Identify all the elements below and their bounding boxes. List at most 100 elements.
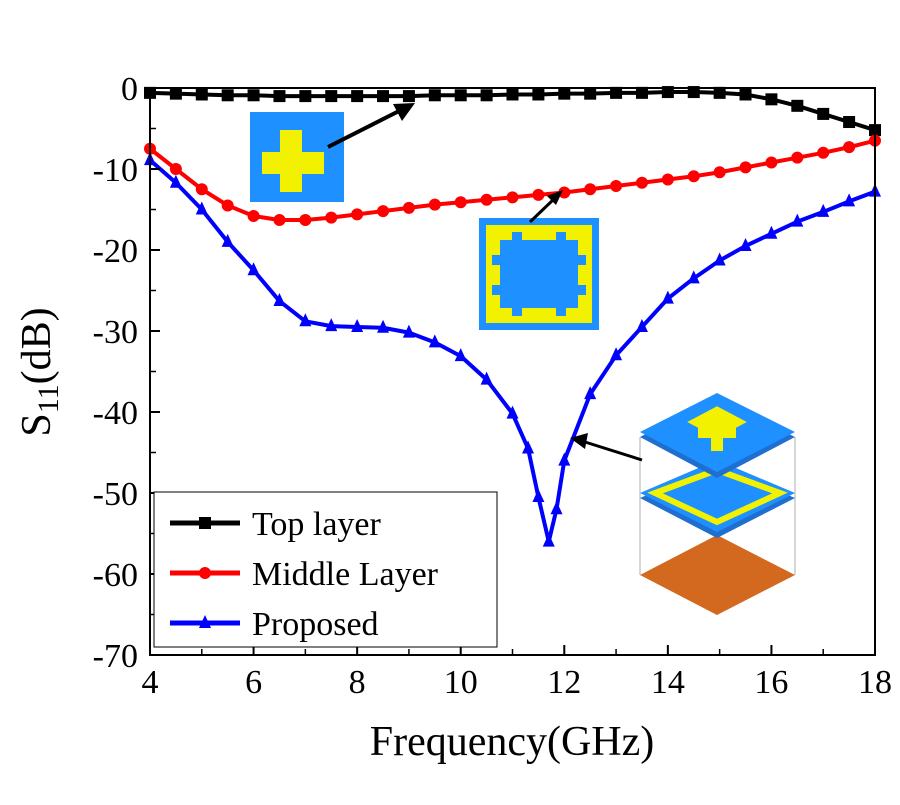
data-point — [843, 141, 856, 154]
data-point — [635, 86, 648, 99]
data-point — [765, 93, 778, 106]
data-point — [299, 313, 312, 327]
data-point — [610, 347, 623, 361]
data-point — [661, 290, 674, 304]
data-point — [635, 176, 648, 189]
x-tick-label: 14 — [651, 664, 685, 701]
data-point — [377, 90, 390, 103]
data-point — [480, 89, 493, 102]
x-axis-label: Frequency(GHz) — [370, 719, 655, 765]
data-point — [273, 214, 286, 227]
data-point — [713, 166, 726, 179]
x-tick-label: 16 — [754, 664, 788, 701]
legend-marker — [199, 517, 211, 529]
series-top-layer — [144, 86, 881, 137]
middle-layer-inset — [479, 190, 599, 330]
data-point — [402, 90, 415, 103]
data-point — [428, 89, 441, 102]
data-point — [273, 90, 286, 103]
data-point — [195, 88, 208, 101]
data-point — [402, 201, 415, 214]
data-point — [661, 86, 674, 99]
data-point — [558, 452, 571, 466]
data-point — [480, 193, 493, 206]
legend-item: Top layer — [170, 506, 382, 543]
arrow-icon — [570, 433, 588, 449]
data-point — [817, 107, 830, 120]
data-point — [687, 270, 700, 284]
data-point — [817, 146, 830, 159]
legend: Top layer Middle Layer Proposed — [153, 491, 498, 648]
data-point — [247, 89, 260, 102]
data-point — [221, 199, 234, 212]
legend-label: Proposed — [252, 606, 379, 643]
arrow-icon — [393, 103, 415, 121]
data-point — [661, 173, 674, 186]
data-point — [325, 211, 338, 224]
data-point — [532, 88, 545, 101]
data-point — [273, 293, 286, 307]
y-tick-label: -50 — [93, 476, 138, 513]
x-tick-label: 12 — [547, 664, 581, 701]
legend-label: Middle Layer — [252, 556, 439, 593]
y-tick-label: -40 — [93, 395, 138, 432]
data-point — [169, 87, 182, 100]
arrow-icon — [547, 190, 563, 205]
data-point — [325, 90, 338, 103]
data-point — [584, 183, 597, 196]
proposed-structure-inset — [570, 393, 796, 615]
data-point — [351, 318, 364, 332]
data-point — [428, 334, 441, 348]
data-point — [299, 90, 312, 103]
data-point — [506, 88, 519, 101]
data-point — [221, 89, 234, 102]
data-point — [584, 87, 597, 100]
data-point — [687, 86, 700, 99]
legend-item: Proposed — [170, 606, 379, 643]
data-point — [522, 440, 535, 454]
data-point — [506, 191, 519, 204]
data-point — [713, 86, 726, 99]
data-point — [843, 193, 856, 207]
series-layer — [144, 86, 881, 547]
data-point — [739, 88, 752, 101]
axes-layer: 4 6 8 10 12 14 16 18 0 -10 -20 -30 -40 -50 -60 -70 — [93, 71, 892, 701]
data-point — [325, 318, 338, 332]
data-point — [765, 156, 778, 169]
data-point — [506, 405, 519, 419]
y-tick-label: -60 — [93, 557, 138, 594]
data-point — [791, 213, 804, 227]
data-point — [454, 89, 467, 102]
data-point — [610, 180, 623, 193]
legend-item: Middle Layer — [170, 556, 439, 593]
data-point — [480, 371, 493, 385]
data-point — [454, 348, 467, 362]
data-point — [739, 161, 752, 174]
data-point — [351, 208, 364, 221]
data-point — [377, 319, 390, 333]
y-tick-label: -70 — [93, 638, 138, 675]
data-point — [247, 209, 260, 222]
y-tick-label: -30 — [93, 314, 138, 351]
data-point — [558, 87, 571, 100]
data-point — [791, 99, 804, 112]
series-proposed — [144, 152, 881, 547]
data-point — [221, 233, 234, 247]
y-axis-label: S11(dB) — [14, 307, 65, 436]
legend-marker — [199, 615, 211, 628]
data-point — [765, 225, 778, 239]
data-point — [558, 186, 571, 199]
data-point — [550, 501, 563, 515]
data-point — [532, 188, 545, 201]
data-point — [247, 262, 260, 276]
legend-marker — [199, 567, 211, 579]
x-tick-label: 18 — [858, 664, 892, 701]
data-point — [532, 489, 545, 503]
data-point — [454, 196, 467, 209]
data-point — [843, 116, 856, 129]
data-point — [635, 318, 648, 332]
x-tick-label: 10 — [444, 664, 478, 701]
data-point — [195, 183, 208, 196]
legend-label: Top layer — [252, 506, 382, 543]
data-point — [169, 163, 182, 175]
